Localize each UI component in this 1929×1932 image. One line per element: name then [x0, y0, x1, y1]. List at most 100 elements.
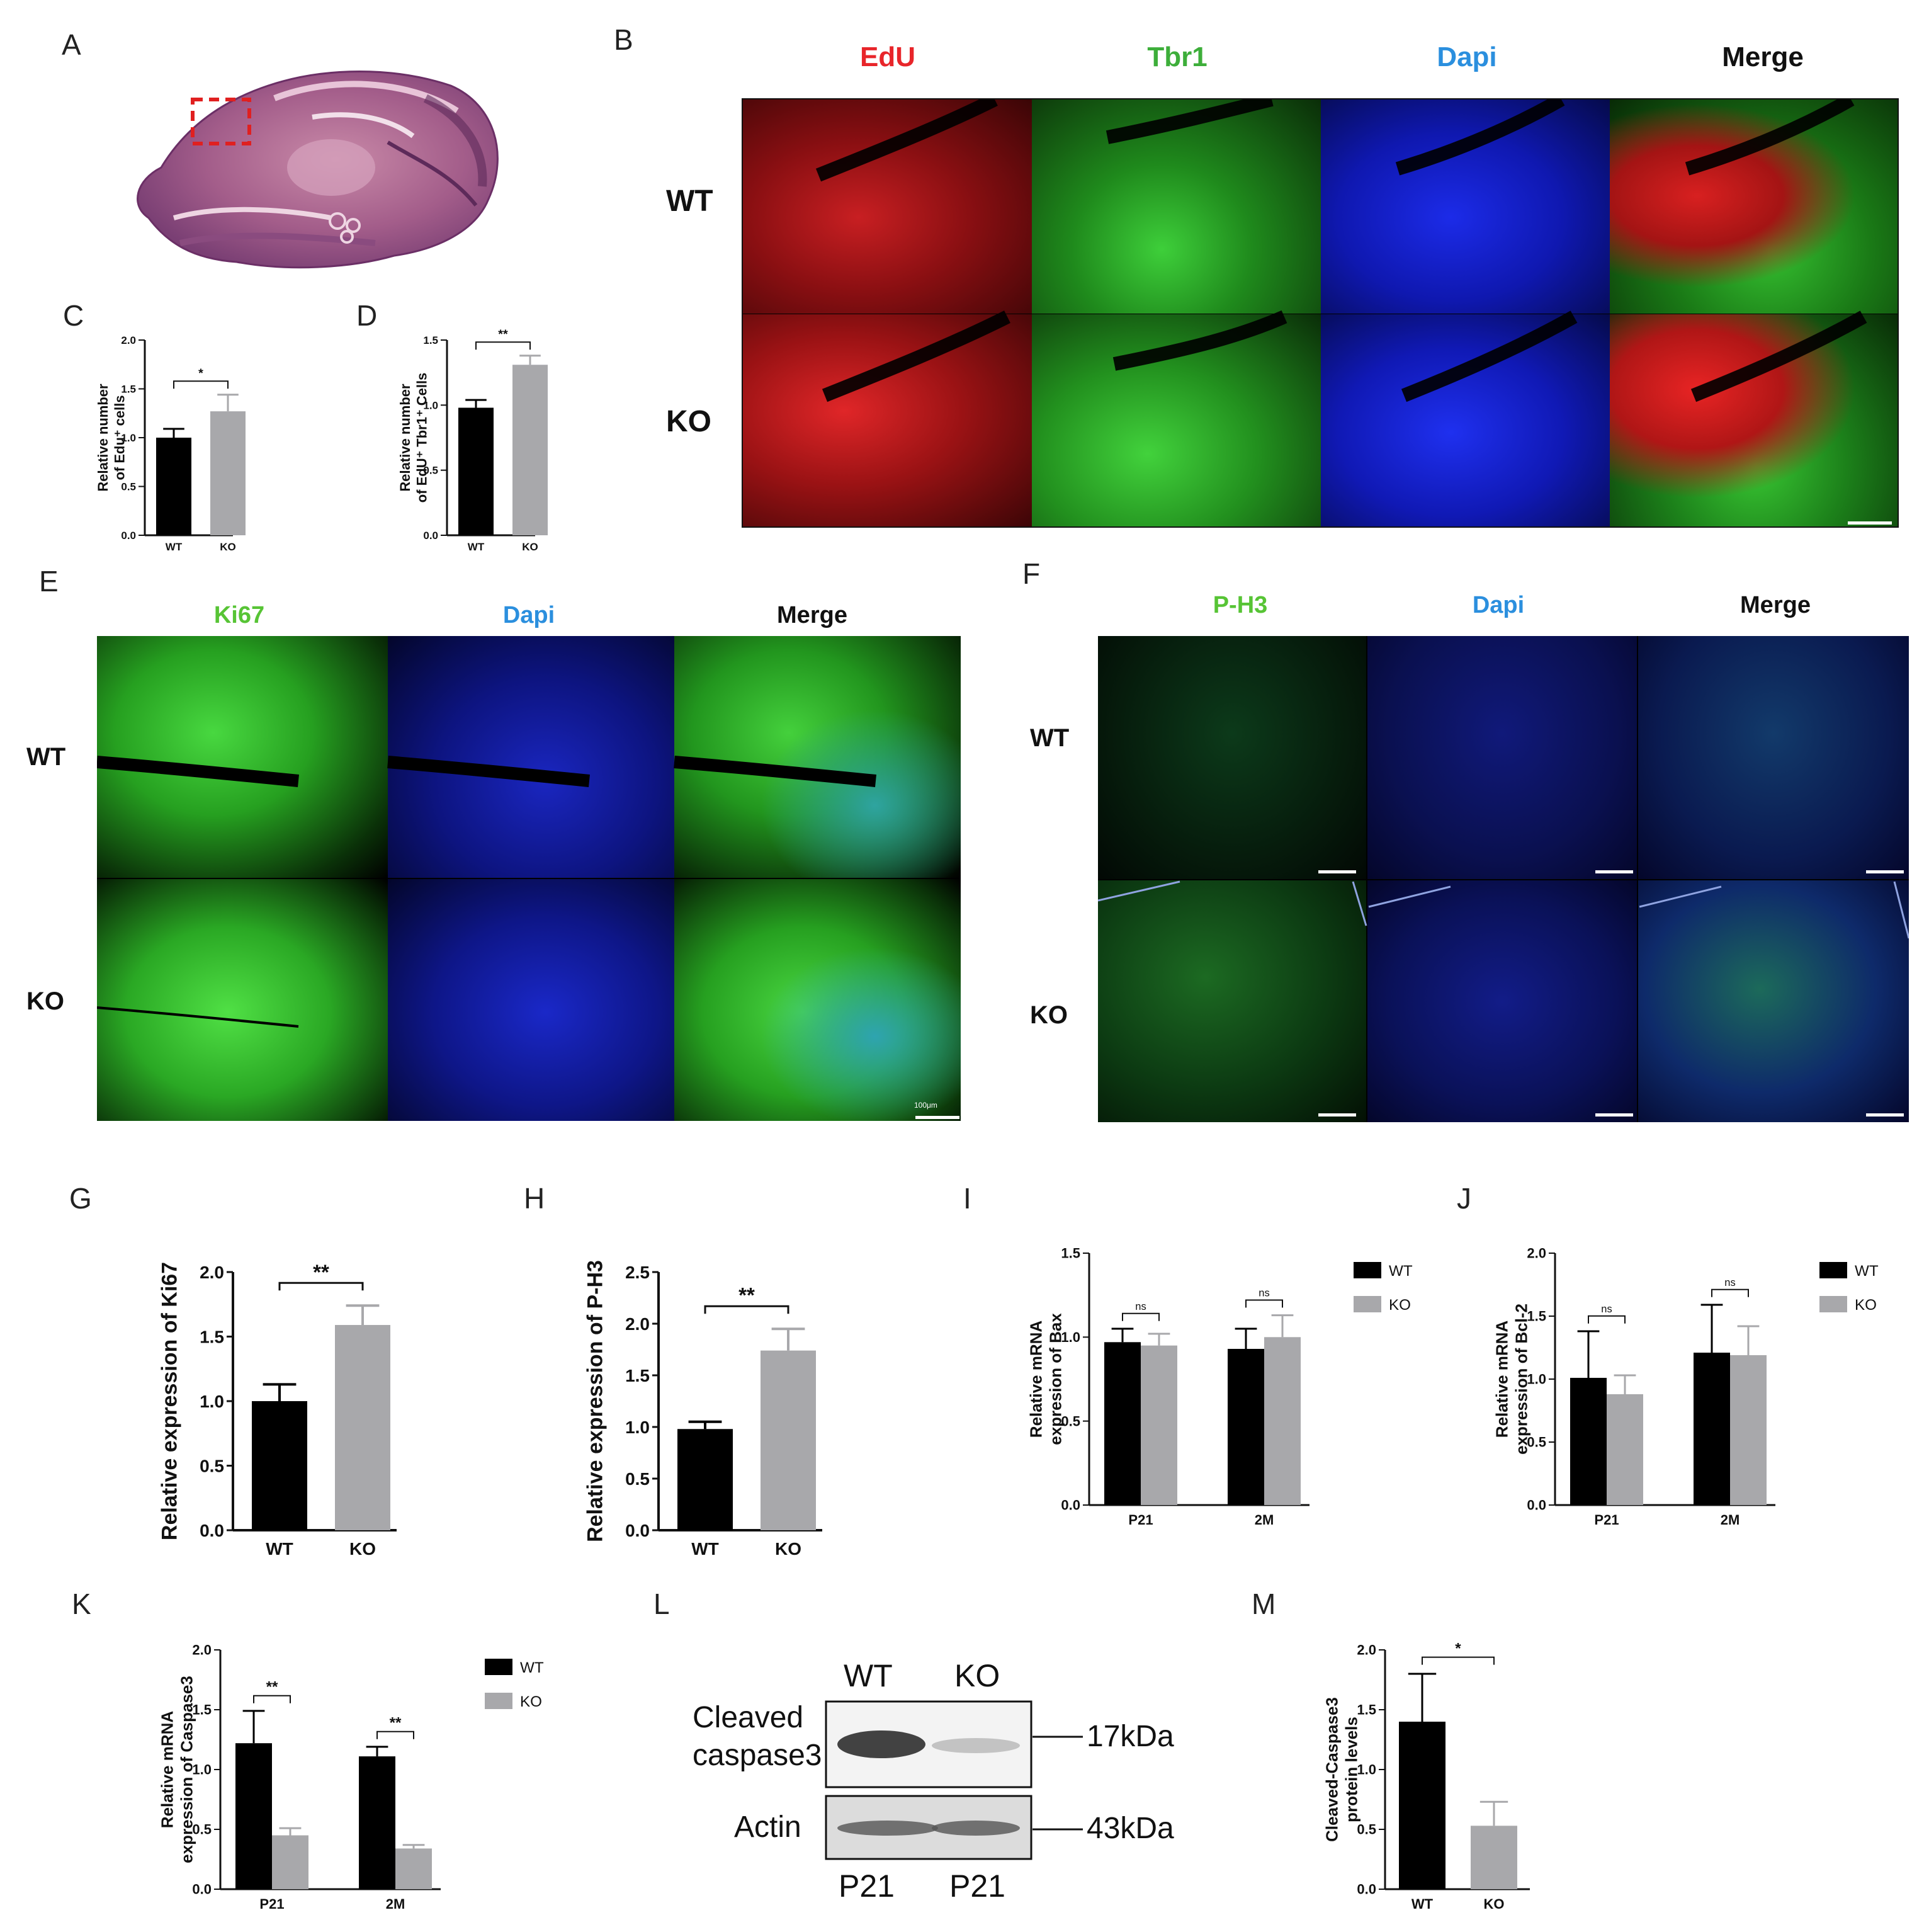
bar-ko-2m	[1730, 1355, 1767, 1505]
legend-label-ko: KO	[520, 1693, 542, 1710]
panel-f-wt-merge-image	[1638, 636, 1909, 879]
panel-f-col-dapi: Dapi	[1472, 592, 1525, 618]
x-tick-label: P21	[259, 1896, 284, 1912]
panel-b-wt-merge-image	[1610, 99, 1898, 314]
panel-f-row-wt: WT	[1030, 724, 1070, 752]
y-axis-label: Relative expression of P-H3	[583, 1260, 607, 1542]
bar-wt-2m	[1694, 1353, 1730, 1505]
panel-f-micrograph-grid	[1098, 636, 1909, 1122]
bar-wt-2m	[359, 1756, 395, 1889]
panel-letter-g: G	[69, 1182, 92, 1215]
y-axis-label-line2: of EdU⁺ Tbr1⁺ Cells	[414, 373, 430, 503]
y-tick-label: 2.0	[625, 1314, 650, 1334]
y-axis-label-line2: expression of Bcl-2	[1512, 1304, 1531, 1455]
significance-bracket	[1588, 1315, 1626, 1324]
y-tick-label: 1.5	[1527, 1309, 1546, 1324]
significance-bracket	[475, 341, 531, 350]
y-tick-label: 0.0	[625, 1521, 650, 1540]
y-axis-label-line1: Relative mRNA	[1026, 1321, 1045, 1438]
panel-l-blot-image	[825, 1700, 1032, 1860]
sagittal-brain-section-image	[137, 71, 499, 269]
y-tick-label: 0.0	[423, 530, 438, 542]
significance-bracket	[173, 380, 229, 389]
y-tick-label: 2.5	[625, 1263, 650, 1282]
y-tick-label: 0.0	[192, 1882, 212, 1897]
y-tick-label: 1.5	[423, 334, 438, 346]
y-axis-label: Relative expression of Ki67	[157, 1262, 181, 1540]
x-tick-label: WT	[166, 541, 183, 553]
x-tick-label: KO	[522, 541, 538, 553]
bar-wt	[1399, 1722, 1445, 1889]
chart-g: 0.0 0.5 1.0 1.5 2.0 Relative expression of Ki…	[157, 1260, 397, 1559]
panel-e-wt-dapi-image	[388, 636, 674, 878]
panel-letter-m: M	[1252, 1588, 1276, 1620]
panel-b-micrograph-grid	[742, 98, 1899, 528]
legend-swatch-wt	[485, 1659, 512, 1675]
y-axis-label-line1: Relative number	[95, 384, 111, 492]
y-axis-label-line1: Relative mRNA	[1492, 1321, 1511, 1438]
legend-label-wt: WT	[1855, 1263, 1879, 1280]
x-tick-label: 2M	[1255, 1512, 1274, 1528]
y-axis-label-line2: of Edu⁺ cells	[112, 395, 128, 480]
y-tick-label: 1.5	[1061, 1246, 1080, 1261]
y-tick-label: 2.0	[1357, 1642, 1376, 1658]
chart-k: 0.0 0.5 1.0 1.5 2.0 Relative mRNA expression o…	[157, 1642, 544, 1912]
y-tick-label: 0.5	[423, 465, 438, 477]
y-tick-label: 1.0	[1527, 1372, 1546, 1387]
x-tick-label: 2M	[1721, 1512, 1740, 1528]
significance-label: **	[266, 1679, 278, 1696]
y-tick-label: 0.0	[1357, 1882, 1376, 1897]
panel-letter-e: E	[39, 565, 59, 598]
panel-b-wt-dapi-image	[1321, 99, 1610, 314]
significance-label: **	[390, 1715, 402, 1732]
legend-swatch-ko	[1819, 1296, 1847, 1312]
y-axis-label: Relative mRNA expression of Caspase3	[157, 1676, 196, 1863]
bar-ko	[512, 365, 548, 535]
bar-wt	[677, 1429, 733, 1530]
y-tick-label: 1.0	[423, 399, 438, 411]
bar-wt-p21	[1104, 1342, 1141, 1505]
y-tick-label: 0.0	[1527, 1497, 1546, 1513]
y-axis-label-line1: Relative mRNA	[157, 1711, 176, 1829]
panel-f-row-ko: KO	[1030, 1001, 1068, 1029]
y-tick-label: 2.0	[1527, 1246, 1546, 1261]
bar-ko	[1471, 1826, 1517, 1889]
chart-m: 0.0 0.5 1.0 1.5 2.0 Cleaved-Caspase3 protein l…	[1322, 1640, 1530, 1912]
panel-letter-h: H	[524, 1182, 545, 1215]
y-tick-label: 0.0	[121, 530, 136, 542]
bar-ko-2m	[1264, 1337, 1301, 1505]
y-axis-label: Cleaved-Caspase3 protein levels	[1322, 1697, 1360, 1842]
y-tick-label: 0.0	[200, 1521, 224, 1540]
y-tick-label: 1.5	[200, 1327, 224, 1346]
panel-b-ko-edu-image	[743, 314, 1032, 526]
significance-label: ns	[1259, 1287, 1269, 1298]
significance-bracket	[278, 1281, 364, 1291]
significance-label: *	[198, 367, 203, 380]
y-tick-label: 0.5	[200, 1456, 224, 1475]
y-axis-label-line2: protein levels	[1342, 1717, 1361, 1822]
panel-l-band-cleaved-caspase3: Cleaved caspase3	[693, 1701, 822, 1772]
panel-letter-i: I	[963, 1182, 971, 1215]
legend-label-ko: KO	[1855, 1297, 1877, 1314]
bar-ko-2m	[395, 1848, 432, 1889]
bar-wt-p21	[1570, 1378, 1607, 1505]
panel-l-size-43kda: 43kDa	[1087, 1812, 1174, 1845]
y-tick-label: 2.0	[121, 334, 136, 346]
y-tick-label: 0.5	[121, 480, 136, 492]
panel-f-col-merge: Merge	[1740, 592, 1811, 618]
panel-b-row-wt: WT	[666, 185, 713, 218]
panel-f-ko-dapi-image	[1367, 880, 1637, 1122]
chart-j: 0.0 0.5 1.0 1.5 2.0 Relative mRNA expression o…	[1492, 1246, 1879, 1528]
legend-label-wt: WT	[520, 1659, 544, 1676]
panel-l-lane-bottom-2: P21	[949, 1868, 1005, 1904]
panel-e-col-dapi: Dapi	[502, 602, 555, 628]
significance-bracket	[253, 1695, 291, 1703]
panel-letter-f: F	[1022, 557, 1041, 590]
chart-c: 0.0 0.5 1.0 1.5 2.0 Relative number of Edu⁺ ce…	[95, 334, 246, 553]
x-tick-label: WT	[468, 541, 485, 553]
significance-bracket	[376, 1730, 414, 1739]
x-tick-label: WT	[266, 1539, 293, 1559]
legend-swatch-ko	[485, 1693, 512, 1709]
legend-label-ko: KO	[1389, 1297, 1411, 1314]
panel-f-annotation-overlay	[1098, 870, 1909, 1117]
